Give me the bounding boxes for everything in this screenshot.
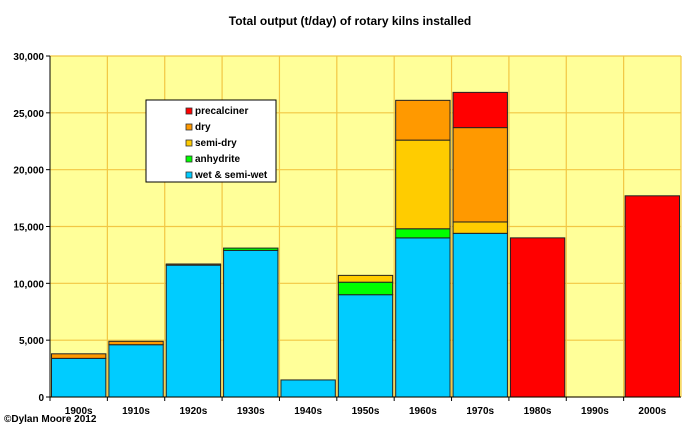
y-tick-label: 25,000	[13, 109, 44, 120]
legend-swatch	[185, 171, 193, 179]
y-tick-label: 15,000	[13, 223, 44, 234]
credit-text: ©Dylan Moore 2012	[4, 414, 97, 425]
bar-segment	[165, 264, 222, 398]
legend-label: precalciner	[195, 106, 248, 117]
x-tick-label: 1940s	[294, 406, 322, 417]
bar-segment	[452, 221, 508, 234]
y-tick-label: 20,000	[13, 166, 44, 177]
y-tick-label: 5,000	[19, 336, 44, 347]
x-tick-label: 1990s	[581, 406, 609, 417]
bar-segment	[395, 237, 451, 398]
bar-segment	[452, 127, 508, 223]
x-tick-label: 1900s	[65, 406, 93, 417]
legend-label: dry	[195, 122, 211, 133]
x-tick-label: 1980s	[524, 406, 552, 417]
legend-swatch	[185, 155, 193, 163]
x-tick-label: 1910s	[122, 406, 150, 417]
bar-segment	[223, 249, 279, 398]
legend-label: semi-dry	[195, 138, 237, 149]
bar-segment	[452, 91, 508, 129]
bar-segment	[624, 195, 680, 398]
bar-segment	[223, 247, 279, 251]
x-tick-label: 1970s	[466, 406, 494, 417]
x-tick-label: 1920s	[180, 406, 208, 417]
bar-segment	[280, 379, 336, 398]
bar-segment	[395, 228, 451, 239]
legend-label: wet & semi-wet	[194, 170, 268, 181]
chart-title: Total output (t/day) of rotary kilns ins…	[228, 14, 472, 28]
bar-segment	[337, 294, 394, 398]
bar-segment	[395, 139, 451, 230]
bar-segment	[108, 340, 164, 346]
bar-segment	[51, 353, 107, 359]
legend-swatch	[185, 139, 193, 147]
x-tick-label: 1930s	[237, 406, 265, 417]
x-tick-label: 1950s	[352, 406, 380, 417]
legend-label: anhydrite	[195, 154, 240, 165]
y-tick-label: 30,000	[13, 52, 44, 63]
legend-swatch	[185, 107, 193, 115]
bar-segment	[108, 344, 164, 398]
bar-segment	[395, 99, 451, 141]
x-tick-label: 1960s	[409, 406, 437, 417]
x-tick-label: 2000s	[638, 406, 666, 417]
bar-segment	[51, 357, 107, 398]
bar-segment	[509, 237, 566, 398]
bar-segment	[452, 232, 508, 398]
bar-segment	[337, 281, 394, 296]
legend	[145, 99, 277, 183]
bar-segment	[165, 263, 222, 266]
legend-swatch	[185, 123, 193, 131]
bar-segment	[337, 274, 394, 283]
y-tick-label: 10,000	[13, 279, 44, 290]
y-tick-label: 0	[38, 393, 44, 404]
